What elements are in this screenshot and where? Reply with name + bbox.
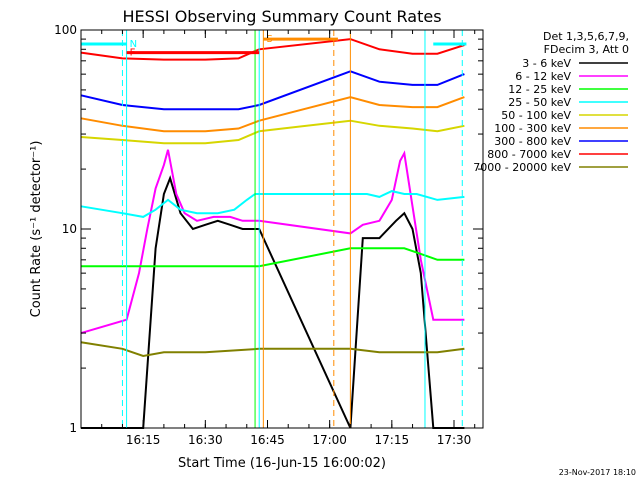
legend: Det 1,3,5,6,7,9, FDecim 3, Att 0 3 - 6 k… [473,30,629,174]
legend-label-3: 12 - 25 keV [508,83,571,96]
plot-frame [80,29,484,429]
flag-label-N: N [130,39,137,50]
y-tick-label: 1 [69,421,77,435]
legend-header-line-1: Det 1,3,5,6,7,9, [543,30,629,43]
series-line-2 [80,149,465,335]
vertical-markers [121,30,463,428]
y-tick-label: 100 [54,23,77,37]
legend-label-5: 50 - 100 keV [501,109,571,122]
legend-label-9: 7000 - 20000 keV [473,161,571,174]
legend-label-2: 6 - 12 keV [515,70,571,83]
x-tick-label: 17:00 [312,433,347,447]
flag-label-S: S [266,34,272,45]
legend-header-line-2: FDecim 3, Att 0 [544,43,629,56]
x-tick-label: 17:15 [375,433,410,447]
legend-label-8: 800 - 7000 keV [487,148,571,161]
chart-title: HESSI Observing Summary Count Rates [122,7,441,26]
x-tick-label: 16:30 [188,433,223,447]
y-tick-label: 10 [62,222,77,236]
legend-label-6: 100 - 300 keV [494,122,571,135]
x-tick-label: 16:15 [126,433,161,447]
series-line-6 [80,96,465,133]
x-tick-label: 16:45 [250,433,285,447]
plot-data [80,38,465,429]
series-line-7 [80,70,465,111]
legend-label-1: 3 - 6 keV [522,57,571,70]
x-axis-ticks: 16:15 16:30 16:45 17:00 17:15 17:30 [80,30,476,447]
legend-label-7: 300 - 800 keV [494,135,571,148]
legend-label-4: 25 - 50 keV [508,96,571,109]
series-line-9 [80,341,465,358]
series-line-1 [81,175,465,429]
series-line-5 [80,119,465,145]
series-line-4 [80,190,465,218]
y-axis-ticks: 1 10 100 [54,23,483,435]
footer-timestamp: 23-Nov-2017 18:10 [559,468,636,477]
x-tick-label: 17:30 [437,433,472,447]
x-axis-label: Start Time (16-Jun-15 16:00:02) [178,456,386,471]
y-axis-label: Count Rate (s⁻¹ detector⁻¹) [29,141,44,318]
flag-label-F: F [130,48,136,59]
flag-bars: NF S [81,34,467,59]
